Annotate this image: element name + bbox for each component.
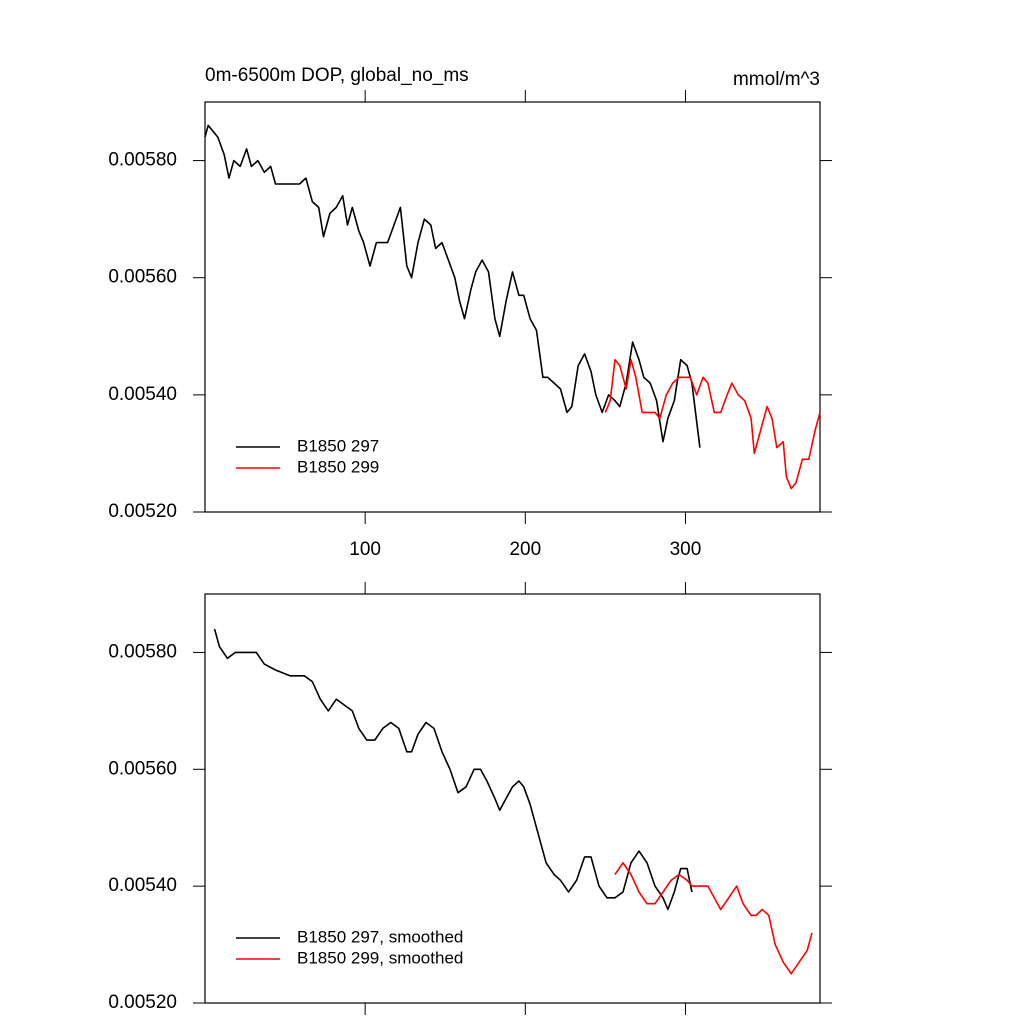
y-tick-label: 0.00520 xyxy=(108,992,177,1013)
units-label: mmol/m^3 xyxy=(733,69,820,90)
legend-label: B1850 299 xyxy=(297,457,379,476)
series-line xyxy=(614,862,813,975)
plot-frame xyxy=(204,101,821,513)
plot-frame xyxy=(204,593,821,1004)
legend-label: B1850 297 xyxy=(297,436,379,455)
chart-title: 0m-6500m DOP, global_no_ms xyxy=(205,65,469,86)
x-tick-label: 100 xyxy=(349,539,381,560)
y-tick-label: 0.00580 xyxy=(108,150,177,171)
y-tick-label: 0.00560 xyxy=(108,758,177,779)
legend-label: B1850 299, smoothed xyxy=(297,948,463,967)
series-line xyxy=(213,628,693,911)
y-tick-label: 0.00540 xyxy=(108,875,177,896)
series-line xyxy=(204,124,701,448)
y-tick-label: 0.00540 xyxy=(108,384,177,405)
series-line xyxy=(604,358,821,490)
x-tick-label: 300 xyxy=(670,539,702,560)
legend-label: B1850 297, smoothed xyxy=(297,927,463,946)
y-tick-label: 0.00520 xyxy=(108,501,177,522)
y-tick-label: 0.00560 xyxy=(108,267,177,288)
x-tick-label: 200 xyxy=(509,539,541,560)
y-tick-label: 0.00580 xyxy=(108,641,177,662)
